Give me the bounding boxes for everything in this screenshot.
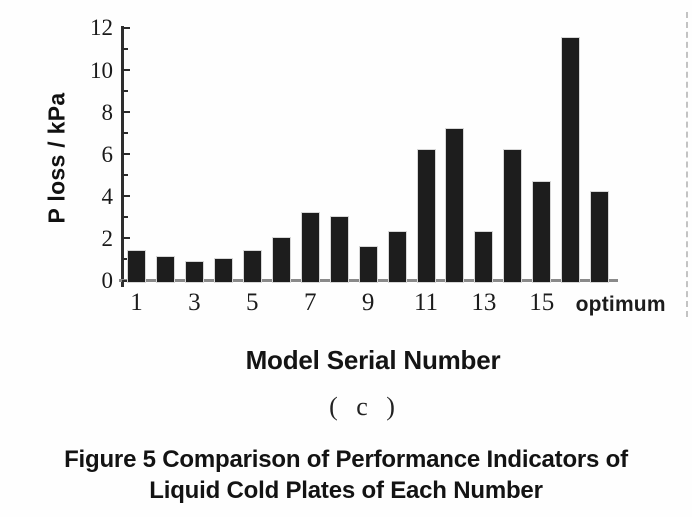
y-tick <box>122 195 130 198</box>
bar-6 <box>273 238 290 282</box>
y-tick <box>122 90 128 93</box>
x-tick-label-15: 15 <box>529 289 555 316</box>
bar-3 <box>186 261 203 282</box>
y-tick-label: 4 <box>101 183 114 209</box>
y-tick <box>122 132 128 135</box>
page-edge-dashed-line <box>686 12 688 317</box>
bar-5 <box>244 251 261 282</box>
figure-caption-line2: Liquid Cold Plates of Each Number <box>149 477 543 504</box>
y-tick <box>122 153 130 156</box>
x-tick-label-7: 7 <box>303 289 317 316</box>
y-tick <box>122 174 128 177</box>
bar-10 <box>389 232 406 282</box>
bar-13 <box>475 232 492 282</box>
x-tick-label-1: 1 <box>130 289 143 316</box>
y-tick <box>122 237 130 240</box>
bar-15 <box>533 181 550 282</box>
y-tick <box>122 26 130 29</box>
bar-16 <box>562 38 579 282</box>
y-tick-label: 8 <box>101 99 114 125</box>
y-tick <box>122 111 130 114</box>
y-tick-label: 6 <box>101 141 114 167</box>
x-tick-label-3: 3 <box>188 289 201 316</box>
bar-8 <box>331 217 348 282</box>
x-tick-label-5: 5 <box>246 289 259 316</box>
x-tick-label-optimum: optimum <box>575 293 666 316</box>
bar-9 <box>360 246 377 282</box>
y-tick <box>122 279 130 282</box>
x-tick-label-13: 13 <box>471 289 497 316</box>
y-axis-line <box>121 26 124 287</box>
bar-4 <box>215 259 232 282</box>
y-tick <box>122 69 130 71</box>
bar-optimum <box>591 192 608 282</box>
bar-1 <box>128 251 145 282</box>
subplot-label: ( c ) <box>329 392 401 421</box>
x-tick-label-11: 11 <box>413 289 439 316</box>
bar-11 <box>418 149 435 282</box>
bar-7 <box>302 213 319 282</box>
y-tick-label: 0 <box>101 268 114 293</box>
figure-caption: Figure 5 Comparison of Performance Indic… <box>0 444 692 506</box>
y-tick <box>122 258 128 261</box>
bar-2 <box>157 257 174 282</box>
y-tick-label: 2 <box>101 225 114 251</box>
x-axis-title: Model Serial Number <box>245 345 501 375</box>
y-tick-label: 10 <box>90 57 113 83</box>
figure-caption-line1: Figure 5 Comparison of Performance Indic… <box>64 446 628 473</box>
y-tick <box>122 216 128 219</box>
x-tick-label-9: 9 <box>361 289 375 316</box>
y-tick <box>122 47 128 50</box>
bar-12 <box>446 128 463 282</box>
y-tick-label: 12 <box>90 15 113 41</box>
bar-14 <box>504 149 521 282</box>
y-axis-title: P loss / kPa <box>43 92 70 224</box>
